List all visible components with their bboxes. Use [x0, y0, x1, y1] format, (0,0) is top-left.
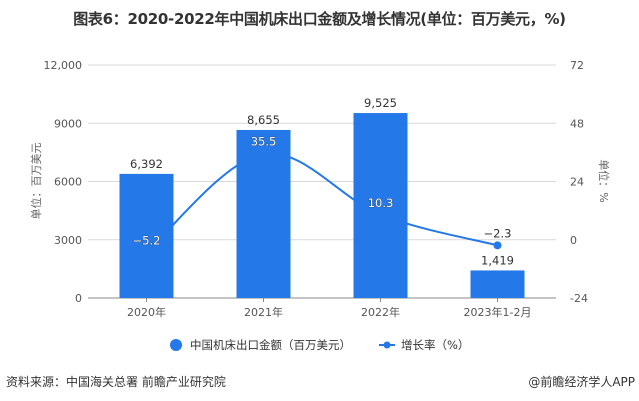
right-tick-label: 48: [570, 117, 584, 130]
x-tick-label: 2020年: [127, 305, 166, 319]
line-value-label: −2.3: [484, 226, 512, 240]
line-value-label: 35.5: [251, 135, 277, 149]
legend-bar-swatch-icon: [170, 339, 182, 351]
right-axis-label: 单位：%: [597, 159, 611, 202]
bar[interactable]: [236, 129, 291, 298]
right-tick-label: 72: [570, 59, 584, 72]
line-point[interactable]: [259, 149, 268, 158]
left-tick-label: 9000: [54, 117, 82, 130]
right-tick-label: 0: [570, 234, 577, 247]
legend: 中国机床出口金额（百万美元） 增长率（%）: [170, 338, 469, 352]
left-tick-label: 6000: [54, 176, 82, 189]
chart-title: 图表6：2020-2022年中国机床出口金额及增长情况(单位：百万美元，%): [73, 10, 566, 28]
left-tick-label: 12,000: [44, 59, 83, 72]
x-tick-label: 2023年1-2月: [464, 305, 532, 319]
bar-value-label: 6,392: [130, 157, 163, 171]
right-axis-ticks: -24 0 24 48 72: [570, 59, 588, 305]
line-point[interactable]: [142, 248, 151, 257]
bar-value-label: 9,525: [364, 96, 397, 110]
legend-line-marker-icon: [383, 341, 391, 349]
legend-line-label: 增长率（%）: [401, 338, 469, 352]
line-value-label: −5.2: [133, 233, 161, 247]
left-axis-ticks: 0 3000 6000 9000 12,000: [44, 59, 83, 305]
bar[interactable]: [119, 173, 174, 298]
legend-bar-label: 中国机床出口金额（百万美元）: [190, 338, 351, 352]
left-axis-label: 单位：百万美元: [29, 143, 43, 220]
line-series: −5.2 35.5 10.3 −2.3: [132, 134, 512, 257]
bar[interactable]: [470, 270, 525, 298]
bar-value-label: 8,655: [247, 113, 280, 127]
line-point[interactable]: [376, 210, 385, 219]
x-axis-ticks: 2020年 2021年 2022年 2023年1-2月: [127, 298, 531, 319]
credit-note: @前瞻经济学人APP: [528, 375, 635, 389]
x-tick-label: 2021年: [244, 305, 283, 319]
bar-series: 6,392 8,655 9,525 1,419: [119, 96, 525, 299]
x-tick-label: 2022年: [361, 305, 400, 319]
line-point[interactable]: [493, 241, 502, 250]
left-tick-label: 0: [75, 292, 82, 305]
left-tick-label: 3000: [54, 234, 82, 247]
line-value-label: 10.3: [368, 196, 394, 210]
bar-value-label: 1,419: [481, 253, 514, 267]
right-tick-label: 24: [570, 176, 584, 189]
growth-line: [145, 152, 498, 254]
source-note: 资料来源：中国海关总署 前瞻产业研究院: [6, 375, 226, 389]
right-tick-label: -24: [570, 292, 588, 305]
